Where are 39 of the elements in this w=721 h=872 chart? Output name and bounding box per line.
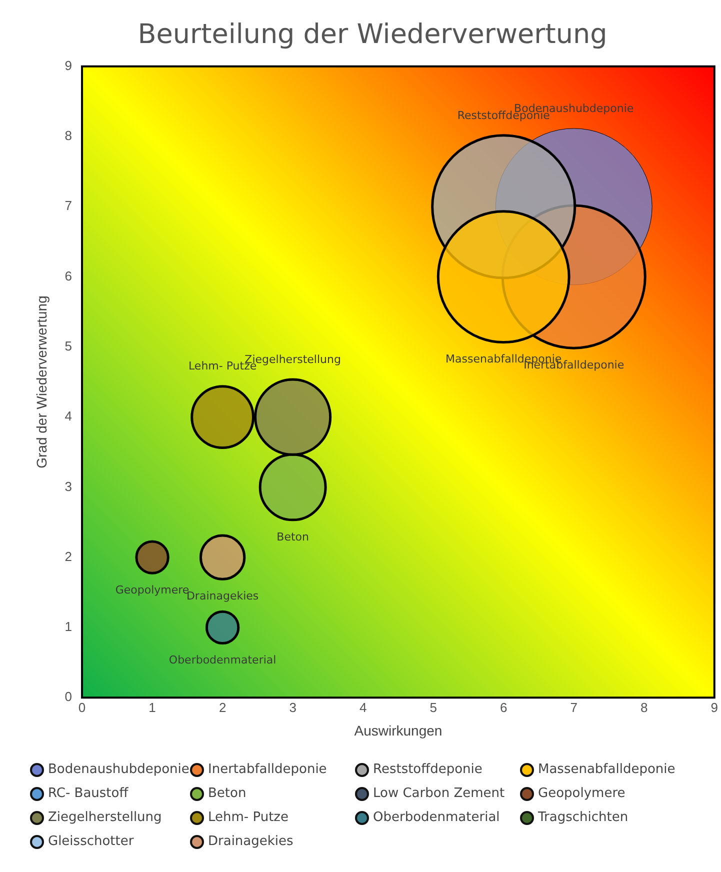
x-tick-label: 1	[148, 700, 156, 715]
x-tick-label: 8	[640, 700, 648, 715]
text: Oberbodenmaterial	[168, 654, 276, 667]
x-tick-label: 5	[430, 700, 437, 715]
y-tick-label: 1	[64, 619, 72, 634]
y-tick-label: 9	[64, 58, 72, 73]
x-tick-label: 3	[289, 700, 296, 715]
legend-label: Drainagekies	[208, 834, 294, 849]
y-tick-label: 6	[64, 268, 72, 284]
legend-label: Oberbodenmaterial	[373, 810, 500, 825]
y-tick-label: 8	[64, 128, 72, 144]
y-tick-label: 5	[64, 338, 72, 354]
x-axis-title: Auswirkungen	[354, 722, 442, 738]
y-axis-title: Grad der Wiederverwertung	[33, 296, 50, 468]
x-tick-label: 6	[500, 700, 508, 715]
legend-label: Bodenaushubdeponie	[48, 762, 190, 777]
chart-title: Beurteilung der Wiederverwertung	[138, 19, 608, 50]
legend-label: Reststoffdeponie	[373, 762, 482, 777]
legend-label: RC- Baustoff	[48, 786, 128, 801]
y-tick-label: 2	[64, 548, 72, 564]
legend-label: Massenabfalldeponie	[538, 762, 676, 777]
x-tick-label: 7	[570, 700, 578, 715]
x-tick-label: 9	[710, 700, 718, 715]
legend-label: Gleisschotter	[48, 834, 134, 849]
legend-label: Ziegelherstellung	[48, 810, 162, 825]
legend-label: Low Carbon Zement	[373, 786, 505, 801]
x-tick-label: 2	[218, 700, 226, 715]
y-tick-label: 0	[64, 689, 72, 704]
y-tick-label: 7	[64, 198, 72, 214]
legend-label: Lehm- Putze	[208, 810, 289, 825]
y-tick-label: 4	[64, 408, 72, 424]
legend-label: Geopolymere	[538, 786, 626, 801]
legend-label: Tragschichten	[538, 810, 628, 825]
legend-label: Beton	[208, 786, 246, 801]
text: Beton	[276, 530, 309, 544]
x-tick-label: 4	[359, 700, 367, 715]
y-tick-label: 3	[64, 478, 72, 494]
x-tick-label: 0	[78, 700, 86, 715]
legend-label: Inertabfalldeponie	[208, 762, 327, 777]
